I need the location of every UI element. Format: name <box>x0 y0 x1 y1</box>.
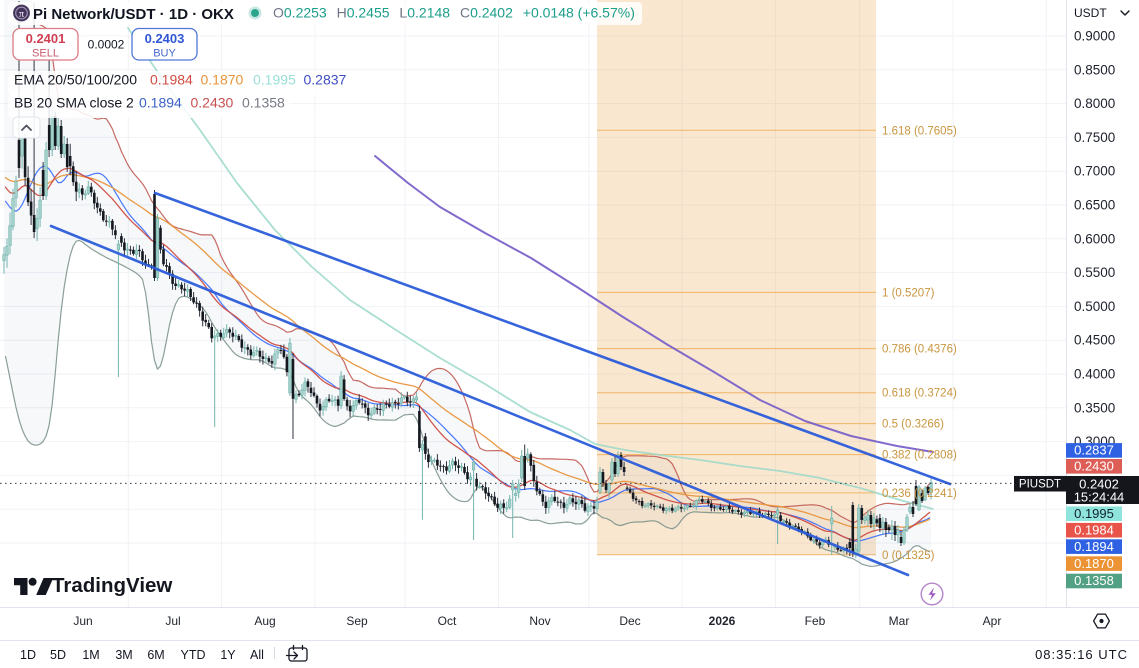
svg-text:0.1894: 0.1894 <box>139 95 182 111</box>
svg-text:YTD: YTD <box>181 648 206 662</box>
svg-text:0.382 (0.2808): 0.382 (0.2808) <box>882 450 957 462</box>
svg-text:Pi Network/USDT · 1D · OKX: Pi Network/USDT · 1D · OKX <box>33 6 234 23</box>
svg-text:BUY: BUY <box>153 48 176 60</box>
svg-text:6M: 6M <box>147 648 164 662</box>
svg-text:0.2837: 0.2837 <box>304 72 347 88</box>
svg-text:Nov: Nov <box>529 614 550 628</box>
svg-text:2026: 2026 <box>709 614 736 628</box>
svg-text:Apr: Apr <box>983 614 1002 628</box>
svg-text:0.236 (0.2241): 0.236 (0.2241) <box>882 488 957 500</box>
svg-text:0.4000: 0.4000 <box>1074 367 1115 382</box>
svg-text:08:35:16 UTC: 08:35:16 UTC <box>1035 647 1128 662</box>
svg-text:Oct: Oct <box>438 614 457 628</box>
svg-text:0.3500: 0.3500 <box>1074 400 1115 415</box>
svg-text:0.2430: 0.2430 <box>191 95 234 111</box>
svg-text:0.7500: 0.7500 <box>1074 130 1115 145</box>
svg-text:1Y: 1Y <box>220 648 236 662</box>
svg-text:0.2402: 0.2402 <box>1079 477 1119 492</box>
svg-text:0.4500: 0.4500 <box>1074 333 1115 348</box>
svg-text:1D: 1D <box>20 648 36 662</box>
svg-text:5D: 5D <box>50 648 66 662</box>
svg-text:EMA 20/50/100/200: EMA 20/50/100/200 <box>14 72 137 88</box>
svg-text:Dec: Dec <box>619 614 640 628</box>
svg-text:0.786 (0.4376): 0.786 (0.4376) <box>882 344 957 356</box>
svg-text:15:24:44: 15:24:44 <box>1074 490 1125 505</box>
svg-text:0.0002: 0.0002 <box>88 38 125 52</box>
svg-text:Aug: Aug <box>254 614 275 628</box>
svg-text:0.1984: 0.1984 <box>1074 522 1114 537</box>
svg-text:0.6500: 0.6500 <box>1074 198 1115 213</box>
svg-text:0.618 (0.3724): 0.618 (0.3724) <box>882 388 957 400</box>
svg-text:0.1984: 0.1984 <box>150 72 193 88</box>
svg-text:π: π <box>19 9 25 20</box>
svg-text:0.1358: 0.1358 <box>1074 573 1114 588</box>
svg-text:0.1870: 0.1870 <box>1074 556 1114 571</box>
svg-text:TradingView: TradingView <box>52 574 172 597</box>
svg-text:0.6000: 0.6000 <box>1074 231 1115 246</box>
svg-text:0 (0.1325): 0 (0.1325) <box>882 550 935 562</box>
svg-text:1 (0.5207): 1 (0.5207) <box>882 287 935 299</box>
svg-text:Jun: Jun <box>73 614 92 628</box>
svg-text:0.7000: 0.7000 <box>1074 164 1115 179</box>
svg-text:0.5 (0.3266): 0.5 (0.3266) <box>882 419 944 431</box>
svg-text:Sep: Sep <box>346 614 368 628</box>
svg-text:BB 20 SMA close 2: BB 20 SMA close 2 <box>14 95 134 111</box>
svg-text:0.2403: 0.2403 <box>145 31 185 46</box>
svg-text:PIUSDT: PIUSDT <box>1019 479 1061 491</box>
svg-text:0.8000: 0.8000 <box>1074 96 1115 111</box>
svg-text:0.1358: 0.1358 <box>242 95 285 111</box>
svg-text:0.1995: 0.1995 <box>253 72 296 88</box>
svg-text:0.1995: 0.1995 <box>1074 506 1114 521</box>
svg-text:0.2837: 0.2837 <box>1074 443 1114 458</box>
svg-text:0.1894: 0.1894 <box>1074 539 1114 554</box>
svg-text:0.2401: 0.2401 <box>26 31 66 46</box>
svg-text:Feb: Feb <box>805 614 826 628</box>
svg-text:0.5000: 0.5000 <box>1074 299 1115 314</box>
svg-text:USDT: USDT <box>1074 6 1107 20</box>
svg-text:Mar: Mar <box>889 614 910 628</box>
svg-text:All: All <box>250 648 264 662</box>
svg-text:0.8500: 0.8500 <box>1074 62 1115 77</box>
svg-text:0.5500: 0.5500 <box>1074 265 1115 280</box>
svg-text:3M: 3M <box>115 648 132 662</box>
svg-text:SELL: SELL <box>32 48 59 60</box>
svg-text:0.1870: 0.1870 <box>201 72 244 88</box>
svg-text:0.9000: 0.9000 <box>1074 29 1115 44</box>
svg-text:1M: 1M <box>82 648 99 662</box>
svg-text:1.618 (0.7605): 1.618 (0.7605) <box>882 125 957 137</box>
svg-text:Jul: Jul <box>165 614 180 628</box>
svg-text:0.2430: 0.2430 <box>1074 459 1114 474</box>
